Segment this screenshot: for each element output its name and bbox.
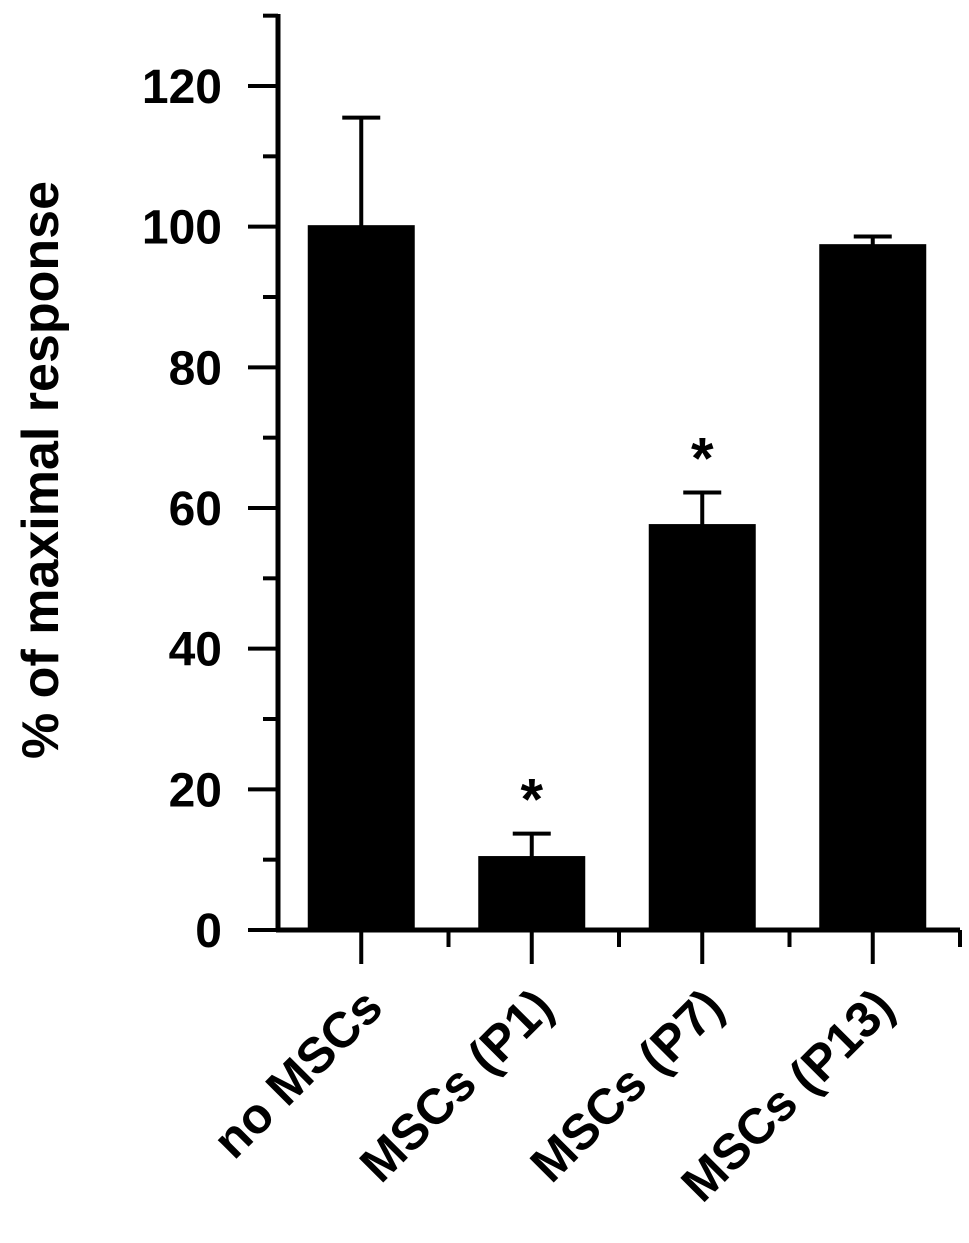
bar: [819, 244, 927, 932]
bars: [307, 225, 927, 932]
y-tick-label: 60: [169, 483, 222, 536]
error-bars: [342, 115, 892, 858]
significance-asterisk: *: [691, 427, 714, 492]
y-tick-label: 40: [169, 624, 222, 677]
bar: [648, 524, 756, 932]
bar: [478, 856, 586, 932]
y-tick-label: 100: [142, 202, 222, 255]
y-axis: 0 20 40 60 80 100 120: [142, 13, 281, 958]
y-axis-label: % of maximal response: [12, 181, 70, 759]
y-tick-label: 120: [142, 61, 222, 114]
significance-asterisk: *: [520, 768, 543, 833]
bar: [307, 225, 415, 932]
annotations: **: [520, 427, 714, 833]
y-tick-label: 80: [169, 342, 222, 395]
y-tick-label: 20: [169, 764, 222, 817]
y-tick-label: 0: [195, 905, 222, 958]
